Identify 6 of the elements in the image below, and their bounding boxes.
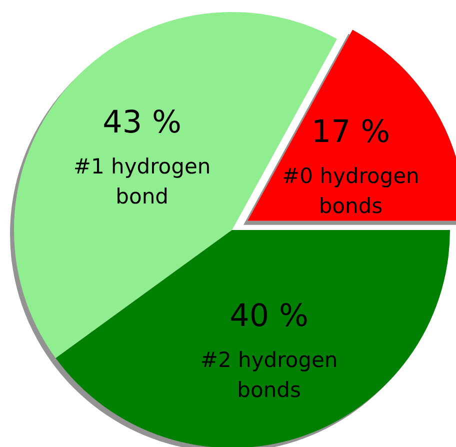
data-label: 43 %: [102, 104, 182, 141]
slice-label: #0 hydrogen bonds: [282, 164, 420, 218]
data-label: 17 %: [311, 114, 390, 150]
data-label: 40 %: [230, 298, 308, 334]
slice-label: #1 hydrogen bond: [73, 154, 211, 209]
slice-label: #2 hydrogen bonds: [200, 348, 338, 402]
